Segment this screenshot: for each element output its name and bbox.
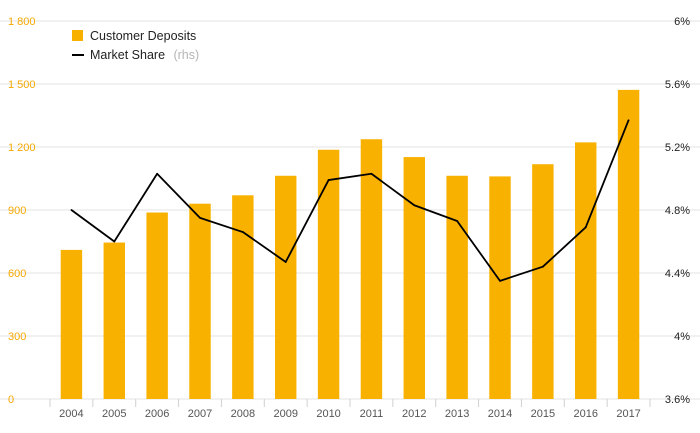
y-right-tick-label: 5.2% [665,142,690,154]
bar-2016 [575,142,597,399]
x-tick-label: 2009 [273,408,297,420]
legend-label-market-share: Market Share (rhs) [90,46,199,63]
x-tick-label: 2017 [616,408,640,420]
x-tick-label: 2010 [316,408,340,420]
x-tick-label: 2016 [573,408,597,420]
y-right-tick-label: 4% [674,331,690,343]
x-tick-label: 2004 [59,408,83,420]
y-right-tick-label: 4.8% [665,205,690,217]
x-tick-label: 2005 [102,408,126,420]
x-tick-label: 2015 [531,408,555,420]
x-tick-label: 2007 [188,408,212,420]
market-share-point-2004 [70,209,73,211]
legend-label-deposits: Customer Deposits [90,29,196,43]
bar-2006 [146,212,168,399]
market-share-point-2011 [370,172,373,175]
x-tick-label: 2011 [360,408,384,420]
market-share-point-2017 [627,119,630,122]
market-share-point-2010 [327,179,330,181]
legend-rhs-suffix: (rhs) [173,48,199,62]
y-right-tick-label: 4.4% [665,268,690,280]
line-series [70,119,630,282]
x-tick-label: 2006 [145,408,169,420]
bar-2008 [232,195,254,399]
bar-2015 [532,164,554,399]
bar-2010 [317,149,340,399]
bar-2009 [275,175,297,399]
bar-2011 [360,139,383,400]
market-share-point-2015 [541,265,544,268]
bar-2017 [617,89,640,399]
bar-2013 [446,175,468,399]
bar-2007 [189,203,211,399]
bar-2014 [489,176,511,399]
bar-2012 [403,157,425,399]
market-share-point-2016 [584,226,587,229]
y-right-tick-label: 5.6% [665,79,690,91]
y-right-tick-label: 6% [674,16,690,28]
y-left-tick-label: 1 200 [8,142,36,154]
y-left-tick-label: 1 500 [8,79,36,91]
axes: 0 300 600 900 1 200 1 500 1 800 3.6% 4% 4.4% 4.8% 5… [8,16,690,420]
market-share-point-2006 [156,172,159,175]
market-share-point-2008 [241,231,244,233]
bar-series [60,89,640,400]
legend: Customer Deposits Market Share (rhs) [72,29,199,63]
bar-2004 [60,249,83,399]
y-left-tick-label: 600 [8,268,26,280]
legend-swatch-deposits [72,30,83,41]
market-share-point-2007 [199,216,201,219]
market-share-line [70,119,630,282]
market-share-point-2005 [113,240,116,243]
x-tick-label: 2014 [488,408,512,420]
market-share-point-2012 [413,204,416,207]
legend-market-share-text: Market Share [90,48,165,62]
x-tick-label: 2013 [445,408,469,420]
y-left-tick-label: 300 [8,331,26,343]
x-tick-label: 2008 [231,408,255,420]
y-left-tick-label: 1 800 [8,16,36,28]
market-share-point-2014 [499,279,501,282]
market-share-point-2009 [284,261,287,263]
y-right-tick-label: 3.6% [665,394,690,406]
y-left-tick-label: 900 [8,205,26,217]
x-tick-label: 2012 [402,408,426,420]
y-left-tick-label: 0 [8,394,14,406]
bar-2005 [103,242,125,399]
market-share-point-2013 [456,220,459,222]
